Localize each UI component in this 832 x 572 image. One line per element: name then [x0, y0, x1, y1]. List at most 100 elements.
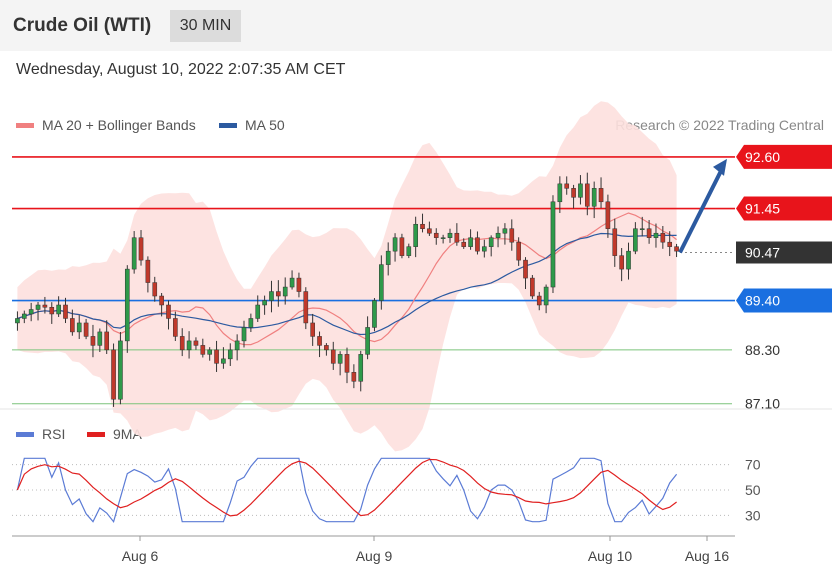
candle: [667, 231, 673, 257]
x-tick-label: Aug 9: [356, 548, 393, 564]
candle-body: [591, 188, 597, 207]
candle-body: [523, 259, 528, 279]
candle-body: [399, 237, 405, 256]
candle-body: [440, 237, 446, 239]
candle-body: [317, 336, 322, 346]
candle-body: [385, 250, 391, 265]
candle-body: [289, 277, 295, 288]
candle-body: [433, 232, 439, 238]
candle: [358, 350, 364, 392]
candle-body: [365, 327, 370, 355]
candle: [28, 302, 34, 322]
x-axis: Aug 6 Aug 9 Aug 10 Aug 16: [12, 535, 735, 564]
candle-body: [571, 188, 576, 198]
candle: [42, 296, 48, 314]
candle: [536, 291, 542, 311]
candle: [63, 297, 68, 324]
forecast-arrow-head: [713, 158, 727, 176]
candle-body: [495, 232, 501, 238]
candle: [49, 302, 55, 324]
timestamp: Wednesday, August 10, 2022 2:07:35 AM CE…: [16, 61, 346, 78]
candle: [509, 219, 515, 251]
candle-body: [104, 331, 110, 351]
candle-body: [543, 286, 549, 306]
candle: [248, 313, 254, 333]
candle: [516, 237, 521, 266]
candle-body: [447, 232, 453, 238]
candle: [482, 239, 487, 258]
x-tick-label: Aug 16: [685, 548, 730, 564]
candle-body: [633, 228, 638, 252]
candle: [468, 229, 473, 250]
last-price-tag-bg: [736, 241, 832, 264]
level-label-92-60: 92.60: [745, 149, 780, 165]
rsi-level-label-30: 30: [745, 507, 761, 523]
level-tag-91-45: 91.45: [736, 196, 832, 221]
candle-body: [310, 322, 315, 337]
candle: [241, 320, 247, 348]
forecast-arrow-shaft: [678, 166, 725, 254]
candle: [35, 301, 41, 321]
candle: [488, 235, 494, 257]
candle-body: [56, 304, 61, 315]
legend-ma50: MA 50: [219, 117, 285, 133]
candle-body: [28, 309, 34, 315]
candle: [83, 318, 89, 340]
candle-body: [564, 183, 570, 189]
candle: [646, 220, 652, 244]
candle-body: [420, 223, 425, 229]
candle-body: [502, 228, 508, 234]
candle-body: [131, 237, 137, 270]
candle-body: [626, 250, 631, 270]
candle-body: [379, 264, 384, 301]
candle-body: [111, 349, 116, 400]
candle: [475, 231, 480, 255]
candle-body: [461, 241, 467, 247]
candle: [420, 213, 425, 233]
candle: [523, 257, 528, 290]
candle: [173, 311, 178, 341]
candle-body: [241, 327, 247, 342]
rsi-level-label-50: 50: [745, 482, 761, 498]
candle: [461, 238, 467, 249]
candle: [598, 177, 604, 209]
candle-body: [145, 259, 151, 283]
candle-body: [674, 246, 679, 252]
candle: [351, 364, 357, 389]
candle-body: [296, 277, 302, 292]
candle-body: [269, 291, 274, 301]
candle: [605, 194, 611, 238]
x-tick-label: Aug 6: [122, 548, 159, 564]
candle-body: [179, 336, 185, 351]
9ma-swatch: [87, 431, 105, 437]
candle-body: [667, 241, 673, 247]
credit-text: Research © 2022 Trading Central: [615, 117, 824, 133]
candle: [221, 347, 226, 369]
candle-body: [276, 291, 281, 297]
candle: [626, 242, 631, 280]
candle: [138, 230, 144, 266]
candle: [502, 223, 508, 245]
candle: [282, 277, 288, 305]
candle: [186, 331, 192, 359]
candle: [76, 315, 82, 339]
candle-body: [221, 358, 226, 364]
candle-body: [248, 318, 254, 328]
candle: [543, 284, 549, 314]
candle-body: [200, 345, 206, 355]
level-label-87-10: 87.10: [745, 396, 780, 412]
rsi-9ma-line: [16, 458, 677, 517]
candle-body: [15, 318, 20, 324]
candle-body: [468, 237, 473, 247]
level-tag-bg-91-45: [736, 196, 832, 221]
candle-body: [653, 232, 659, 238]
level-tag-89-40: 89.40: [736, 288, 832, 313]
candle: [262, 295, 267, 315]
interval-button[interactable]: 30 MIN: [170, 10, 241, 42]
candle-body: [646, 228, 652, 238]
candle-body: [166, 304, 171, 319]
candle-body: [90, 336, 96, 346]
candle: [365, 316, 370, 360]
candle: [578, 175, 583, 205]
candle-body: [118, 340, 123, 400]
